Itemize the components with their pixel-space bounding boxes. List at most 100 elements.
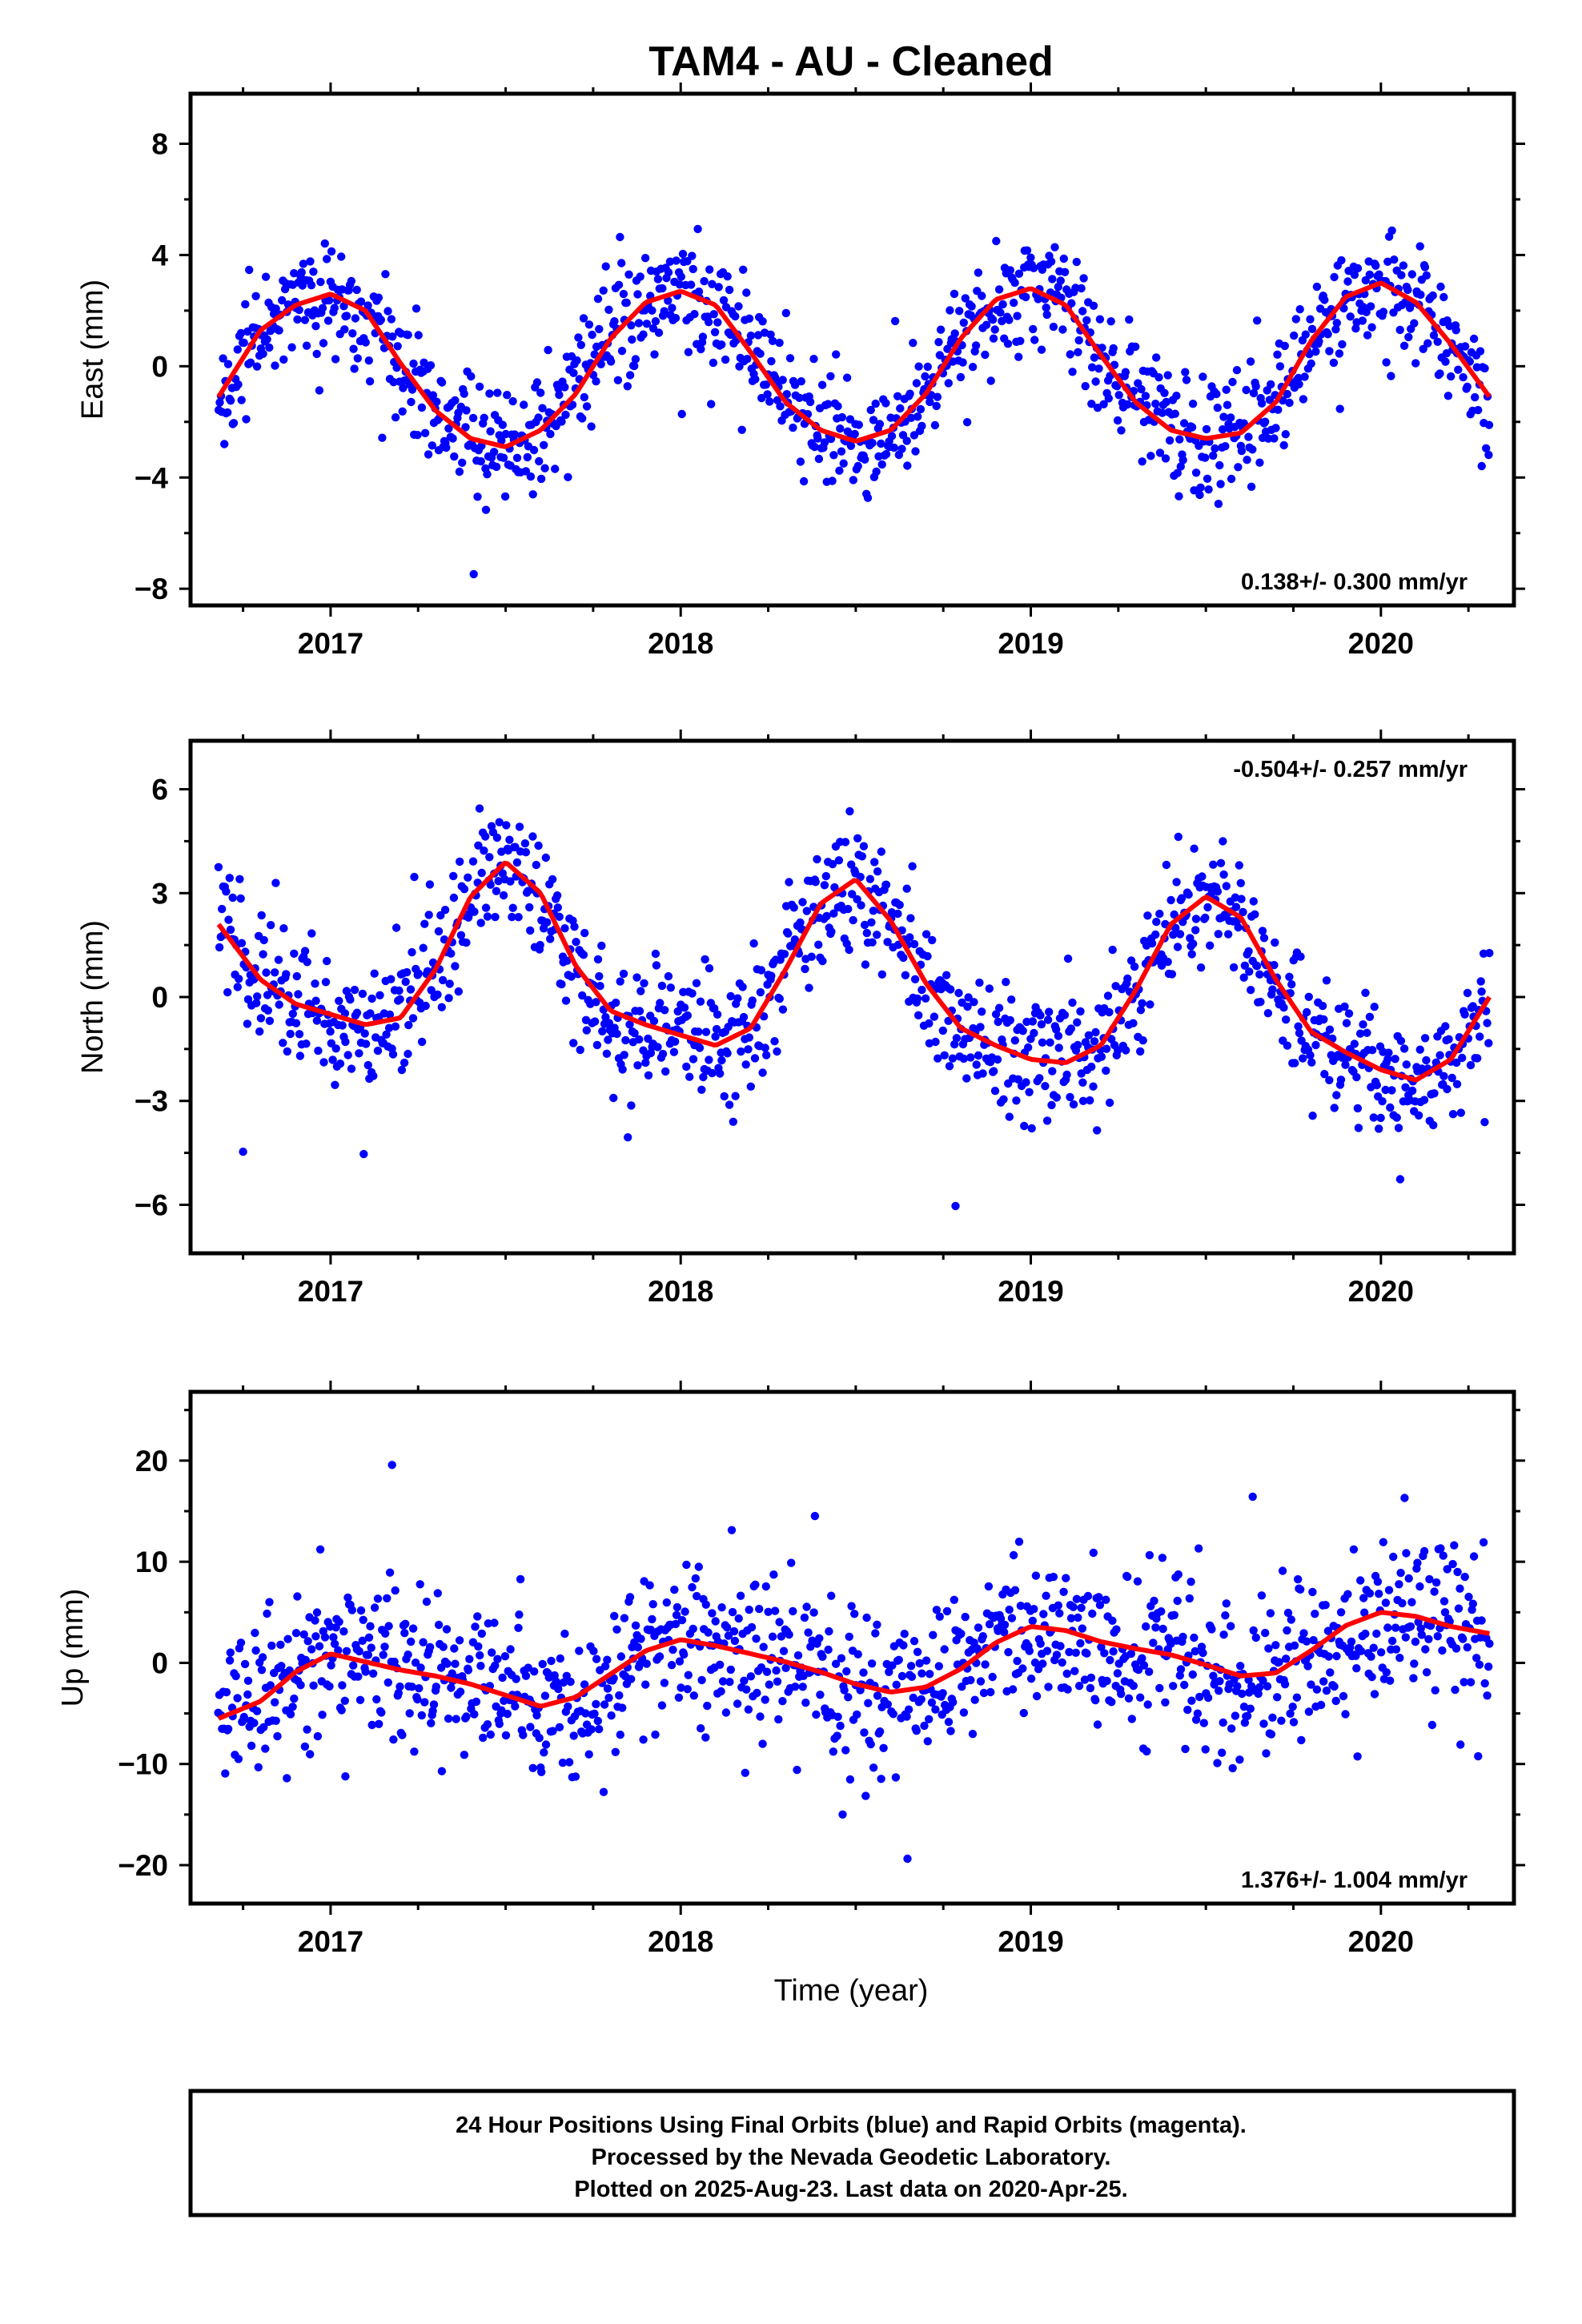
east-data-point: [588, 330, 596, 340]
up-data-point: [841, 1746, 850, 1755]
east-data-point: [458, 458, 467, 467]
east-data-point: [1387, 372, 1395, 380]
up-data-point: [756, 1712, 765, 1721]
up-data-point: [1302, 1637, 1311, 1646]
east-data-point: [376, 316, 385, 324]
north-data-point: [738, 983, 747, 991]
east-data-point: [1253, 316, 1262, 325]
east-data-point: [1204, 485, 1213, 494]
north-data-point: [999, 1095, 1008, 1104]
up-data-point: [283, 1774, 291, 1783]
east-data-point: [1160, 388, 1169, 397]
east-data-point: [1219, 412, 1228, 421]
up-data-point: [511, 1702, 520, 1711]
east-data-point: [1074, 348, 1082, 356]
north-data-point: [477, 868, 486, 878]
east-data-point: [1165, 436, 1174, 445]
north-data-point: [427, 986, 436, 995]
north-data-point: [235, 875, 244, 884]
up-data-point: [1443, 1565, 1452, 1574]
up-data-point: [1055, 1609, 1064, 1618]
up-data-point: [859, 1668, 868, 1677]
up-data-point: [744, 1705, 753, 1714]
east-data-point: [1390, 255, 1399, 264]
north-data-point: [1386, 1103, 1395, 1112]
north-data-point: [271, 968, 279, 977]
up-data-point: [900, 1630, 909, 1638]
east-data-point: [252, 362, 262, 371]
north-data-point: [1187, 950, 1196, 959]
east-data-point: [323, 316, 333, 325]
up-data-point: [1382, 1668, 1391, 1677]
up-data-point: [486, 1730, 495, 1739]
north-rate-label: -0.504+/- 0.257 mm/yr: [1233, 757, 1468, 782]
up-data-point: [1000, 1620, 1010, 1630]
east-data-point: [843, 427, 853, 436]
north-x-tick-label: 2020: [1348, 1275, 1414, 1308]
east-data-point: [1162, 397, 1171, 407]
east-data-point: [1320, 296, 1329, 304]
up-data-point: [920, 1721, 929, 1731]
up-data-point: [1080, 1675, 1090, 1684]
up-data-point: [1294, 1574, 1303, 1584]
up-data-point: [528, 1763, 537, 1772]
up-data-point: [1430, 1587, 1439, 1596]
north-data-point: [1456, 1108, 1466, 1117]
east-data-point: [592, 377, 600, 386]
north-data-point: [1054, 1043, 1063, 1052]
east-data-point: [1416, 290, 1425, 300]
up-data-point: [477, 1629, 486, 1638]
north-data-point: [492, 887, 501, 895]
east-data-point: [1191, 468, 1201, 477]
north-data-point: [271, 879, 280, 887]
east-data-point: [1367, 323, 1376, 332]
up-data-point: [537, 1767, 546, 1776]
up-data-point: [315, 1545, 325, 1554]
up-data-point: [1016, 1602, 1026, 1610]
east-data-point: [307, 281, 316, 290]
east-data-point: [557, 417, 566, 426]
east-data-point: [540, 440, 548, 449]
north-data-point: [1306, 1051, 1315, 1059]
north-data-point: [946, 985, 955, 994]
up-data-point: [913, 1647, 922, 1656]
figure-title: TAM4 - AU - Cleaned: [648, 38, 1054, 85]
north-data-point: [1384, 1048, 1393, 1057]
up-data-point: [427, 1719, 436, 1727]
up-data-point: [389, 1735, 398, 1744]
east-data-point: [393, 342, 402, 351]
north-data-point: [1330, 1104, 1339, 1112]
east-data-point: [853, 461, 862, 471]
east-data-point: [1067, 299, 1076, 308]
east-data-point: [523, 452, 532, 462]
up-data-point: [1072, 1594, 1082, 1603]
up-data-point: [1145, 1550, 1154, 1560]
up-data-point: [1188, 1670, 1198, 1679]
north-data-point: [705, 1055, 713, 1064]
east-data-point: [606, 357, 616, 366]
up-data-point: [1277, 1716, 1286, 1725]
up-data-point: [1082, 1649, 1091, 1658]
east-data-point: [1227, 413, 1235, 422]
up-data-point: [798, 1683, 807, 1691]
up-data-point: [254, 1763, 263, 1771]
north-data-point: [859, 842, 869, 850]
east-data-point: [624, 270, 633, 279]
up-data-point: [604, 1693, 613, 1703]
east-data-point: [889, 443, 899, 452]
up-data-point: [491, 1661, 500, 1670]
up-data-point: [1124, 1694, 1134, 1703]
east-data-point: [538, 404, 547, 412]
north-data-point: [307, 929, 316, 938]
north-data-point: [1407, 1086, 1417, 1096]
north-data-point: [1239, 973, 1248, 982]
north-data-point: [1372, 1080, 1382, 1090]
north-data-point: [726, 991, 735, 1001]
north-data-point: [375, 991, 384, 1000]
north-data-point: [1209, 860, 1218, 869]
north-data-point: [385, 1010, 395, 1019]
east-data-point: [503, 391, 512, 400]
north-data-point: [483, 912, 492, 921]
east-data-point: [428, 391, 438, 400]
east-data-point: [861, 455, 869, 464]
